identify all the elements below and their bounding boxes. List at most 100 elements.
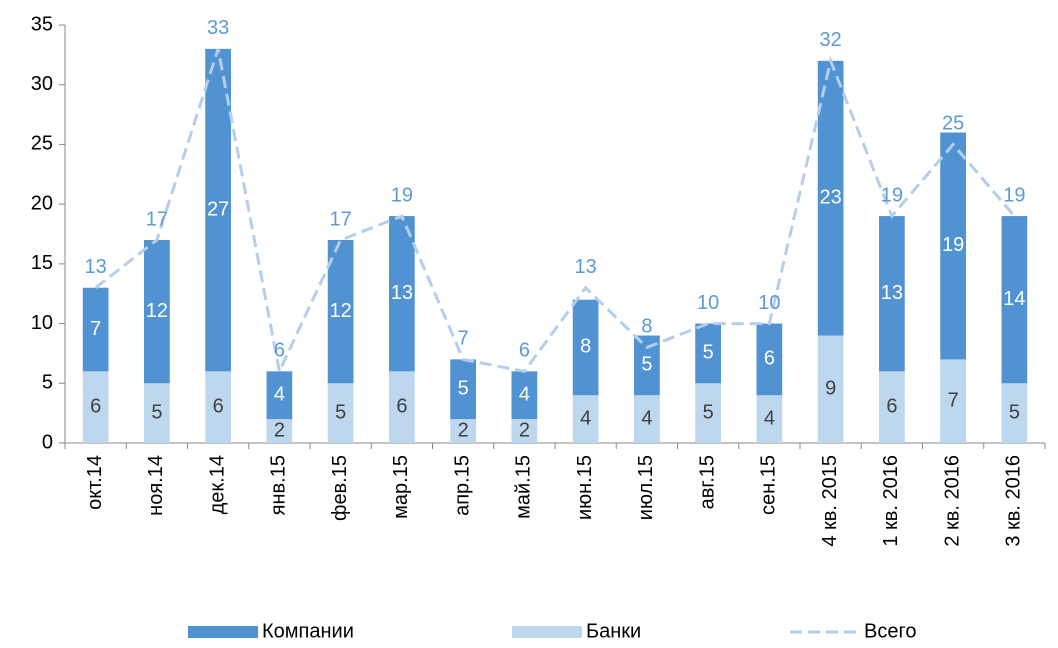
bar	[695, 323, 721, 384]
y-tick-label: 5	[42, 372, 53, 394]
data-label: 25	[942, 113, 964, 135]
x-tick-label: ноя.14	[145, 455, 167, 516]
data-label: 5	[335, 401, 346, 423]
y-tick-label: 25	[31, 133, 53, 155]
data-label: 6	[90, 395, 101, 417]
data-label: 13	[881, 282, 903, 304]
bar	[879, 371, 905, 443]
bar	[634, 395, 660, 443]
data-label: 5	[641, 354, 652, 376]
bar	[879, 216, 905, 372]
data-label: 2	[458, 419, 469, 441]
y-tick-label: 30	[31, 73, 53, 95]
line	[94, 48, 1016, 377]
data-label: 23	[820, 186, 842, 208]
data-label: 5	[703, 401, 714, 423]
data-label: 17	[146, 208, 168, 230]
data-label: 12	[330, 300, 352, 322]
data-label: 2	[274, 419, 285, 441]
data-label: 19	[1003, 184, 1025, 206]
data-label: 6	[886, 395, 897, 417]
bar	[940, 359, 966, 443]
legend-label: Банки	[586, 620, 641, 642]
x-tick-label: авг.15	[696, 455, 718, 509]
y-tick-label: 10	[31, 312, 53, 334]
bar	[817, 60, 844, 336]
bar	[817, 335, 844, 443]
bar	[1001, 216, 1028, 384]
y-tick-label: 20	[31, 192, 53, 214]
bar	[144, 383, 170, 443]
x-tick-label: 3 кв. 2016	[1003, 455, 1025, 547]
data-label: 14	[1003, 288, 1025, 310]
data-label: 4	[519, 384, 530, 406]
data-label: 8	[580, 336, 591, 358]
bar	[205, 371, 231, 443]
y-tick-label: 0	[42, 431, 53, 453]
data-label: 33	[207, 17, 229, 39]
bar	[205, 48, 231, 372]
data-label: 13	[575, 256, 597, 278]
x-tick-label: июн.15	[574, 455, 596, 520]
data-label: 6	[519, 340, 530, 362]
bar	[572, 299, 599, 396]
data-label: 6	[274, 340, 285, 362]
data-label: 5	[703, 342, 714, 364]
legend-swatch	[188, 626, 258, 638]
y-tick-label: 35	[31, 13, 53, 35]
x-tick-label: мар.15	[390, 455, 412, 519]
data-label: 27	[207, 198, 229, 220]
data-label: 7	[948, 389, 959, 411]
data-label: 10	[697, 292, 719, 314]
x-tick-label: 4 кв. 2015	[819, 455, 841, 547]
x-tick-label: 1 кв. 2016	[880, 455, 902, 547]
x-tick-label: янв.15	[268, 455, 290, 515]
x-tick-label: май.15	[513, 455, 535, 519]
bar	[940, 132, 966, 360]
data-label: 6	[764, 348, 775, 370]
bar	[1001, 383, 1028, 443]
data-label: 19	[391, 184, 413, 206]
x-tick-label: сен.15	[758, 455, 780, 515]
data-label: 12	[146, 300, 168, 322]
data-label: 13	[391, 282, 413, 304]
x-tick-label: фев.15	[329, 455, 351, 521]
bar	[144, 239, 170, 384]
bar	[572, 395, 599, 443]
bar	[389, 371, 415, 443]
bar	[450, 419, 476, 443]
data-label: 4	[580, 407, 591, 429]
bar	[82, 287, 109, 372]
legend-label: Компании	[262, 620, 354, 642]
x-tick-label: дек.14	[206, 455, 228, 514]
data-label: 5	[151, 401, 162, 423]
data-label: 4	[764, 407, 775, 429]
bar	[327, 383, 354, 443]
x-tick-label: июл.15	[635, 455, 657, 520]
bar	[756, 323, 783, 396]
data-label: 6	[396, 395, 407, 417]
data-label: 13	[85, 256, 107, 278]
data-label: 32	[820, 29, 842, 51]
data-label: 10	[758, 292, 780, 314]
data-label: 4	[641, 407, 652, 429]
data-label: 9	[825, 378, 836, 400]
data-label: 4	[274, 384, 285, 406]
legend-swatch	[512, 626, 582, 638]
data-label: 17	[330, 208, 352, 230]
x-tick-label: апр.15	[451, 455, 473, 516]
data-label: 19	[881, 184, 903, 206]
bar	[389, 216, 415, 372]
data-label: 5	[458, 378, 469, 400]
data-label: 7	[90, 318, 101, 340]
bar	[82, 371, 109, 443]
data-label: 6	[213, 395, 224, 417]
y-tick-label: 15	[31, 252, 53, 274]
data-label: 7	[458, 328, 469, 350]
bar	[266, 371, 293, 420]
bar	[756, 395, 783, 443]
data-label: 5	[1009, 401, 1020, 423]
x-tick-label: 2 кв. 2016	[941, 455, 963, 547]
x-tick-label: окт.14	[84, 455, 106, 510]
